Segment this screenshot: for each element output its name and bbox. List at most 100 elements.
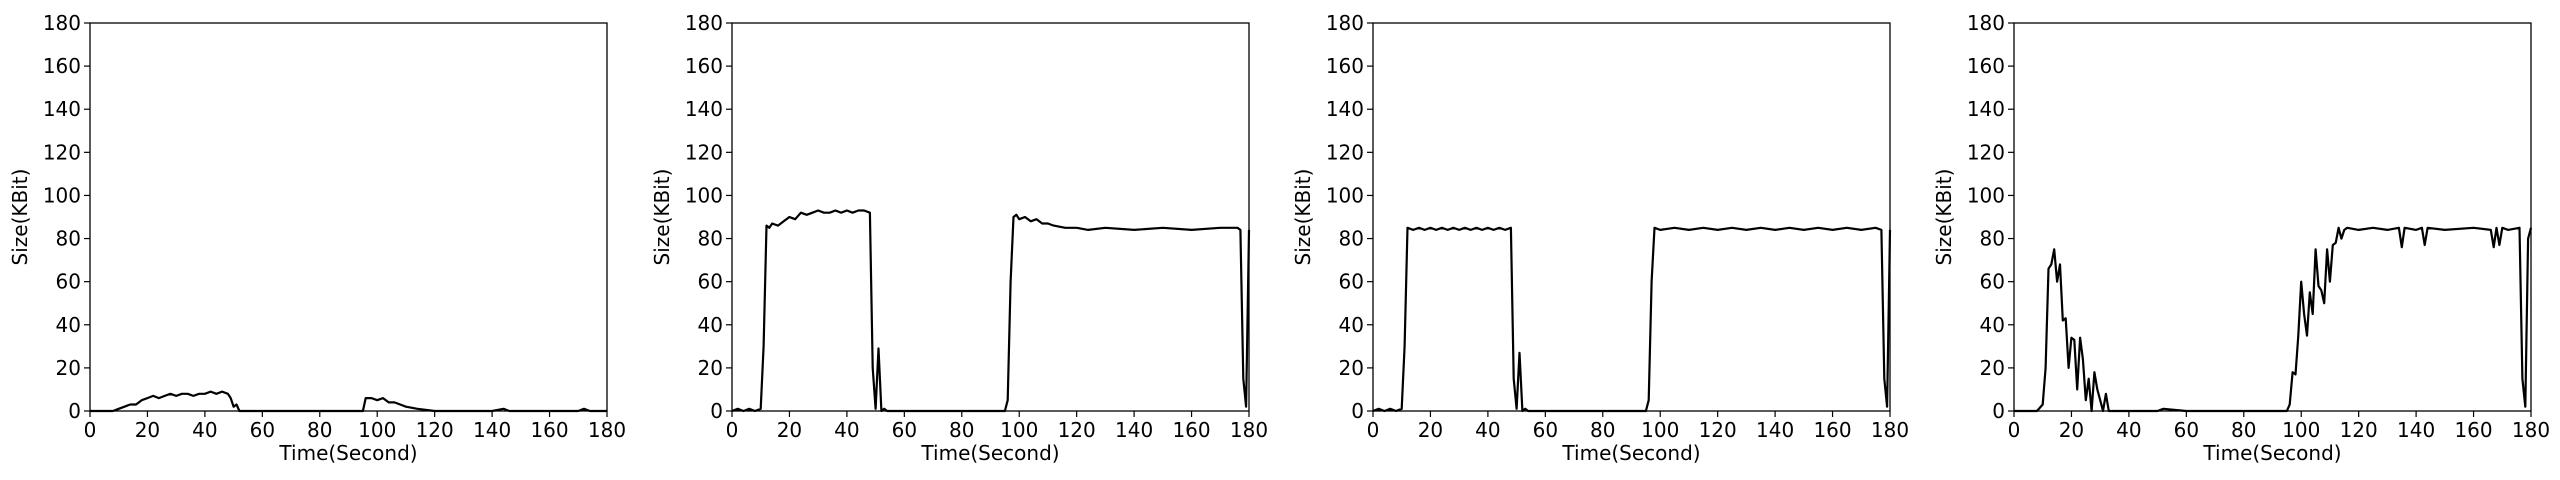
y-tick-label: 80 bbox=[1980, 227, 2005, 251]
y-tick-label: 140 bbox=[1967, 97, 2005, 121]
y-axis-label: Size(KBit) bbox=[650, 169, 674, 266]
y-tick-label: 0 bbox=[710, 399, 723, 423]
y-tick-label: 180 bbox=[43, 11, 81, 35]
plot-frame bbox=[1372, 22, 1891, 412]
x-tick-label: 140 bbox=[1756, 418, 1794, 442]
y-tick-label: 20 bbox=[56, 356, 81, 380]
x-tick-label: 0 bbox=[1367, 418, 1380, 442]
x-tick-label: 0 bbox=[2008, 418, 2021, 442]
x-tick-label: 0 bbox=[84, 418, 97, 442]
y-tick-label: 140 bbox=[1326, 97, 1364, 121]
y-tick-label: 140 bbox=[685, 97, 723, 121]
x-axis-label: Time(Second) bbox=[278, 441, 417, 465]
chart-panel-1: 0 20 40 60 80 100 120 140 160 180 0 20 40 60 80 100 120 1… bbox=[8, 11, 626, 465]
y-tick-label: 100 bbox=[685, 183, 723, 207]
x-tick-label: 180 bbox=[588, 418, 626, 442]
x-tick-label: 80 bbox=[949, 418, 974, 442]
series-line-1 bbox=[731, 209, 1251, 413]
y-tick-label: 80 bbox=[698, 227, 723, 251]
x-tick-label: 180 bbox=[1871, 418, 1909, 442]
plot-frame bbox=[731, 22, 1250, 412]
y-axis-label: Size(KBit) bbox=[1291, 169, 1315, 266]
plot-frame bbox=[89, 22, 608, 412]
x-tick-label: 180 bbox=[2512, 418, 2550, 442]
x-axis-label: Time(Second) bbox=[920, 441, 1059, 465]
x-tick-label: 100 bbox=[358, 418, 396, 442]
y-tick-label: 120 bbox=[685, 140, 723, 164]
series-line-1 bbox=[2014, 226, 2533, 413]
y-tick-label: 120 bbox=[1326, 140, 1364, 164]
x-tick-label: 120 bbox=[1699, 418, 1737, 442]
x-tick-label: 180 bbox=[1230, 418, 1268, 442]
y-tick-label: 180 bbox=[1967, 11, 2005, 35]
y-tick-label: 0 bbox=[1351, 399, 1364, 423]
y-tick-label: 20 bbox=[1980, 356, 2005, 380]
y-tick-label: 100 bbox=[43, 183, 81, 207]
y-tick-label: 60 bbox=[1980, 270, 2005, 294]
y-tick-label: 160 bbox=[1326, 54, 1364, 78]
y-axis-label: Size(KBit) bbox=[8, 169, 32, 266]
x-tick-label: 40 bbox=[834, 418, 859, 442]
x-tick-label: 60 bbox=[892, 418, 917, 442]
y-tick-label: 80 bbox=[1339, 227, 1364, 251]
x-tick-label: 60 bbox=[250, 418, 275, 442]
x-tick-label: 140 bbox=[2397, 418, 2435, 442]
chart-panel-2: 0 20 40 60 80 100 120 140 160 180 0 20 40 60 80 100 120 1… bbox=[650, 11, 1268, 465]
y-tick-label: 20 bbox=[1339, 356, 1364, 380]
x-tick-label: 60 bbox=[2174, 418, 2199, 442]
series-line-1 bbox=[1372, 226, 1892, 413]
y-tick-label: 160 bbox=[685, 54, 723, 78]
x-tick-label: 80 bbox=[2231, 418, 2256, 442]
x-tick-label: 140 bbox=[1115, 418, 1153, 442]
y-tick-label: 0 bbox=[1992, 399, 2005, 423]
x-tick-label: 160 bbox=[1813, 418, 1851, 442]
x-tick-label: 0 bbox=[726, 418, 739, 442]
y-tick-label: 40 bbox=[56, 313, 81, 337]
plot-frame bbox=[2013, 22, 2532, 412]
x-tick-label: 40 bbox=[2116, 418, 2141, 442]
y-tick-label: 180 bbox=[1326, 11, 1364, 35]
x-tick-label: 120 bbox=[416, 418, 454, 442]
y-tick-label: 40 bbox=[1980, 313, 2005, 337]
x-tick-label: 100 bbox=[1641, 418, 1679, 442]
x-tick-label: 140 bbox=[473, 418, 511, 442]
x-tick-label: 40 bbox=[192, 418, 217, 442]
series-line-1 bbox=[90, 390, 607, 413]
x-tick-label: 40 bbox=[1475, 418, 1500, 442]
y-tick-label: 40 bbox=[1339, 313, 1364, 337]
x-tick-label: 160 bbox=[1172, 418, 1210, 442]
y-tick-label: 160 bbox=[43, 54, 81, 78]
x-tick-label: 20 bbox=[135, 418, 160, 442]
x-tick-label: 120 bbox=[1058, 418, 1096, 442]
y-tick-label: 60 bbox=[1339, 270, 1364, 294]
x-tick-label: 80 bbox=[307, 418, 332, 442]
x-tick-label: 160 bbox=[2454, 418, 2492, 442]
x-tick-label: 100 bbox=[2282, 418, 2320, 442]
x-tick-label: 20 bbox=[1418, 418, 1443, 442]
x-tick-label: 120 bbox=[2340, 418, 2378, 442]
x-tick-label: 60 bbox=[1533, 418, 1558, 442]
y-tick-label: 60 bbox=[698, 270, 723, 294]
chart-panel-3: 0 20 40 60 80 100 120 140 160 180 0 20 40 60 80 100 120 1… bbox=[1291, 11, 1909, 465]
x-axis-label: Time(Second) bbox=[1561, 441, 1700, 465]
y-tick-label: 20 bbox=[698, 356, 723, 380]
y-tick-label: 120 bbox=[1967, 140, 2005, 164]
y-tick-label: 160 bbox=[1967, 54, 2005, 78]
y-axis-label: Size(KBit) bbox=[1932, 169, 1956, 266]
x-tick-label: 80 bbox=[1590, 418, 1615, 442]
y-tick-label: 60 bbox=[56, 270, 81, 294]
x-tick-label: 20 bbox=[2059, 418, 2084, 442]
y-tick-label: 40 bbox=[698, 313, 723, 337]
y-tick-label: 80 bbox=[56, 227, 81, 251]
y-tick-label: 100 bbox=[1326, 183, 1364, 207]
x-tick-label: 20 bbox=[777, 418, 802, 442]
x-axis-label: Time(Second) bbox=[2202, 441, 2341, 465]
y-tick-label: 140 bbox=[43, 97, 81, 121]
y-tick-label: 120 bbox=[43, 140, 81, 164]
y-tick-label: 0 bbox=[68, 399, 81, 423]
x-tick-label: 100 bbox=[1000, 418, 1038, 442]
x-tick-label: 160 bbox=[530, 418, 568, 442]
y-tick-label: 100 bbox=[1967, 183, 2005, 207]
y-tick-label: 180 bbox=[685, 11, 723, 35]
